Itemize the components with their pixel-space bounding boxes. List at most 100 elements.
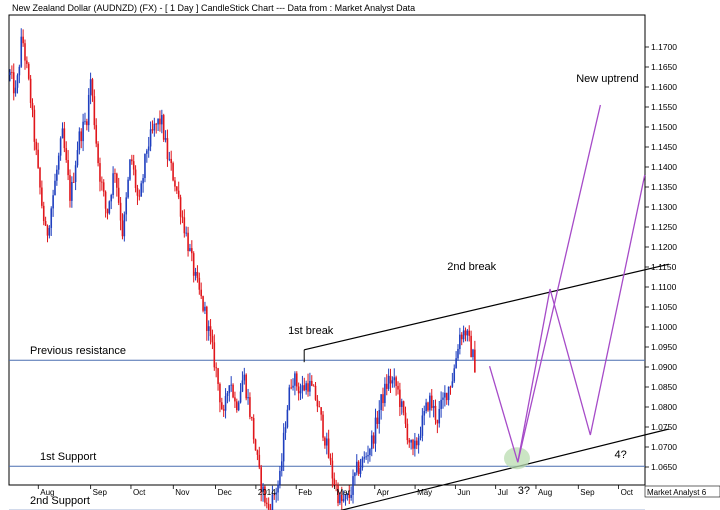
candle-body (295, 373, 298, 387)
candle-body (352, 476, 354, 495)
x-tick-label: Feb (298, 488, 312, 497)
candle-body (294, 373, 296, 386)
candle-body (35, 141, 38, 150)
candle-body (402, 401, 405, 413)
candle-body (170, 158, 172, 164)
y-tick-label: 1.1000 (651, 322, 677, 332)
candle-body (393, 377, 396, 381)
candle-body (297, 386, 300, 394)
candle-body (385, 383, 388, 389)
brand-label: Market Analyst 6 (647, 488, 707, 497)
candle-body (226, 393, 229, 397)
candle-body (63, 128, 66, 149)
candle-body (61, 128, 64, 139)
candle-body (37, 149, 39, 168)
y-tick-label: 1.0800 (651, 402, 677, 412)
pivot-3-label: 3? (518, 485, 530, 497)
candle-body (367, 454, 369, 457)
trend-channel (303, 263, 670, 510)
candle-body (162, 115, 165, 140)
candle-body (127, 179, 129, 198)
candle-body (179, 197, 182, 217)
candle-body (249, 397, 251, 417)
second-support-label: 2nd Support (30, 495, 90, 507)
candle-body (314, 385, 317, 400)
candle-body (56, 169, 58, 181)
candle-body (183, 217, 186, 234)
candle-body (91, 79, 94, 97)
candle-body (280, 461, 283, 471)
candle-body (340, 494, 343, 502)
candle-body (219, 383, 221, 403)
candle-body (123, 214, 126, 237)
candle-body (151, 129, 154, 131)
candle-body (444, 392, 446, 398)
candle-body (282, 432, 285, 462)
candle-body (322, 414, 324, 438)
candle-body (129, 159, 131, 180)
candle-body (256, 450, 259, 455)
x-tick-label: Jul (498, 488, 508, 497)
candle-body (344, 494, 347, 500)
candle-body (110, 195, 113, 202)
candle-body (131, 159, 133, 162)
candle-body (474, 349, 476, 373)
candle-body (363, 457, 366, 459)
candle-body (400, 401, 403, 407)
candle-body (52, 195, 54, 209)
candle-body (24, 43, 26, 61)
x-tick-label: Aug (40, 488, 54, 497)
candle-body (348, 494, 351, 498)
candle-body (42, 205, 45, 222)
candle-body (251, 416, 253, 419)
candle-body (275, 492, 277, 495)
candle-body (404, 412, 407, 424)
candle-body (331, 460, 334, 479)
candle-body (71, 182, 73, 201)
y-tick-label: 1.1400 (651, 162, 677, 172)
candle-body (262, 486, 264, 493)
upper-channel-line (304, 263, 670, 351)
y-tick-label: 1.1150 (651, 262, 677, 272)
candle-body (355, 461, 358, 473)
y-tick-label: 1.1500 (651, 122, 677, 132)
candle-body (419, 435, 422, 439)
candle-body (27, 63, 30, 79)
candle-body (445, 392, 448, 401)
candle-body (106, 208, 109, 214)
candle-body (187, 232, 189, 252)
candle-body (370, 435, 373, 450)
candle-body (50, 208, 53, 228)
candle-body (9, 72, 11, 75)
candle-body (301, 385, 304, 392)
candle-body (382, 394, 384, 404)
candle-body (265, 502, 268, 504)
candle-body (310, 380, 313, 386)
candle-body (194, 271, 197, 276)
brand-box: Market Analyst 6 (644, 485, 720, 498)
candle-body (339, 494, 341, 504)
candle-body (442, 397, 444, 400)
candle-body (196, 271, 199, 278)
candle-body (258, 454, 261, 468)
candle-body (33, 109, 36, 142)
candle-body (16, 75, 19, 88)
candle-body (82, 121, 84, 142)
candle-body (406, 423, 409, 441)
candle-body (350, 494, 352, 498)
candle-body (361, 458, 364, 468)
y-tick-label: 1.0700 (651, 442, 677, 452)
candle-body (389, 375, 392, 384)
candle-body (134, 169, 137, 189)
candle-body (102, 182, 105, 192)
candle-body (185, 232, 187, 234)
candle-body (243, 374, 246, 381)
candle-body (427, 402, 429, 411)
candle-body (470, 335, 472, 358)
candle-body (164, 138, 167, 140)
candle-body (436, 419, 439, 424)
candle-body (86, 121, 88, 126)
y-tick-label: 1.0750 (651, 422, 677, 432)
candle-body (147, 146, 150, 151)
candle-body (391, 380, 394, 384)
